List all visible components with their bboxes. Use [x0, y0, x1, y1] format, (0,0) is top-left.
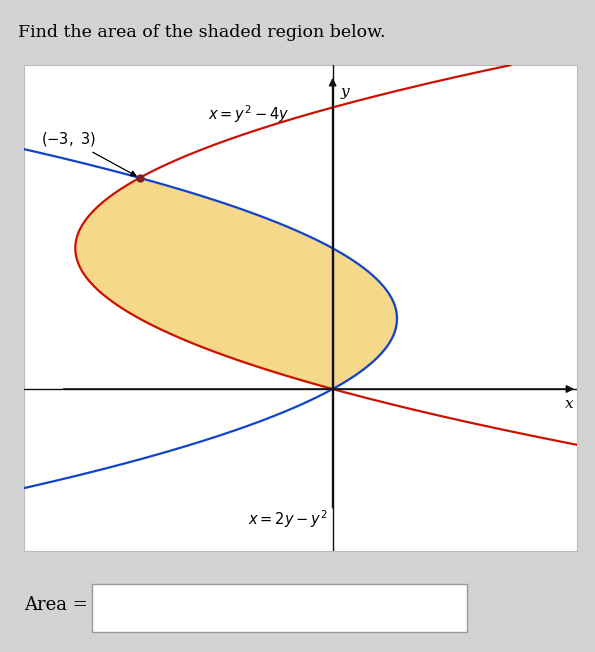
Text: $(-3,\ 3)$: $(-3,\ 3)$	[41, 130, 136, 176]
Text: Area =: Area =	[24, 595, 87, 614]
Text: $x = 2y - y^2$: $x = 2y - y^2$	[248, 509, 327, 530]
Text: y: y	[340, 85, 349, 98]
Text: Find the area of the shaded region below.: Find the area of the shaded region below…	[18, 23, 386, 41]
Text: $x = y^2 - 4y$: $x = y^2 - 4y$	[208, 104, 290, 125]
Text: x: x	[565, 398, 574, 411]
FancyBboxPatch shape	[92, 584, 467, 632]
